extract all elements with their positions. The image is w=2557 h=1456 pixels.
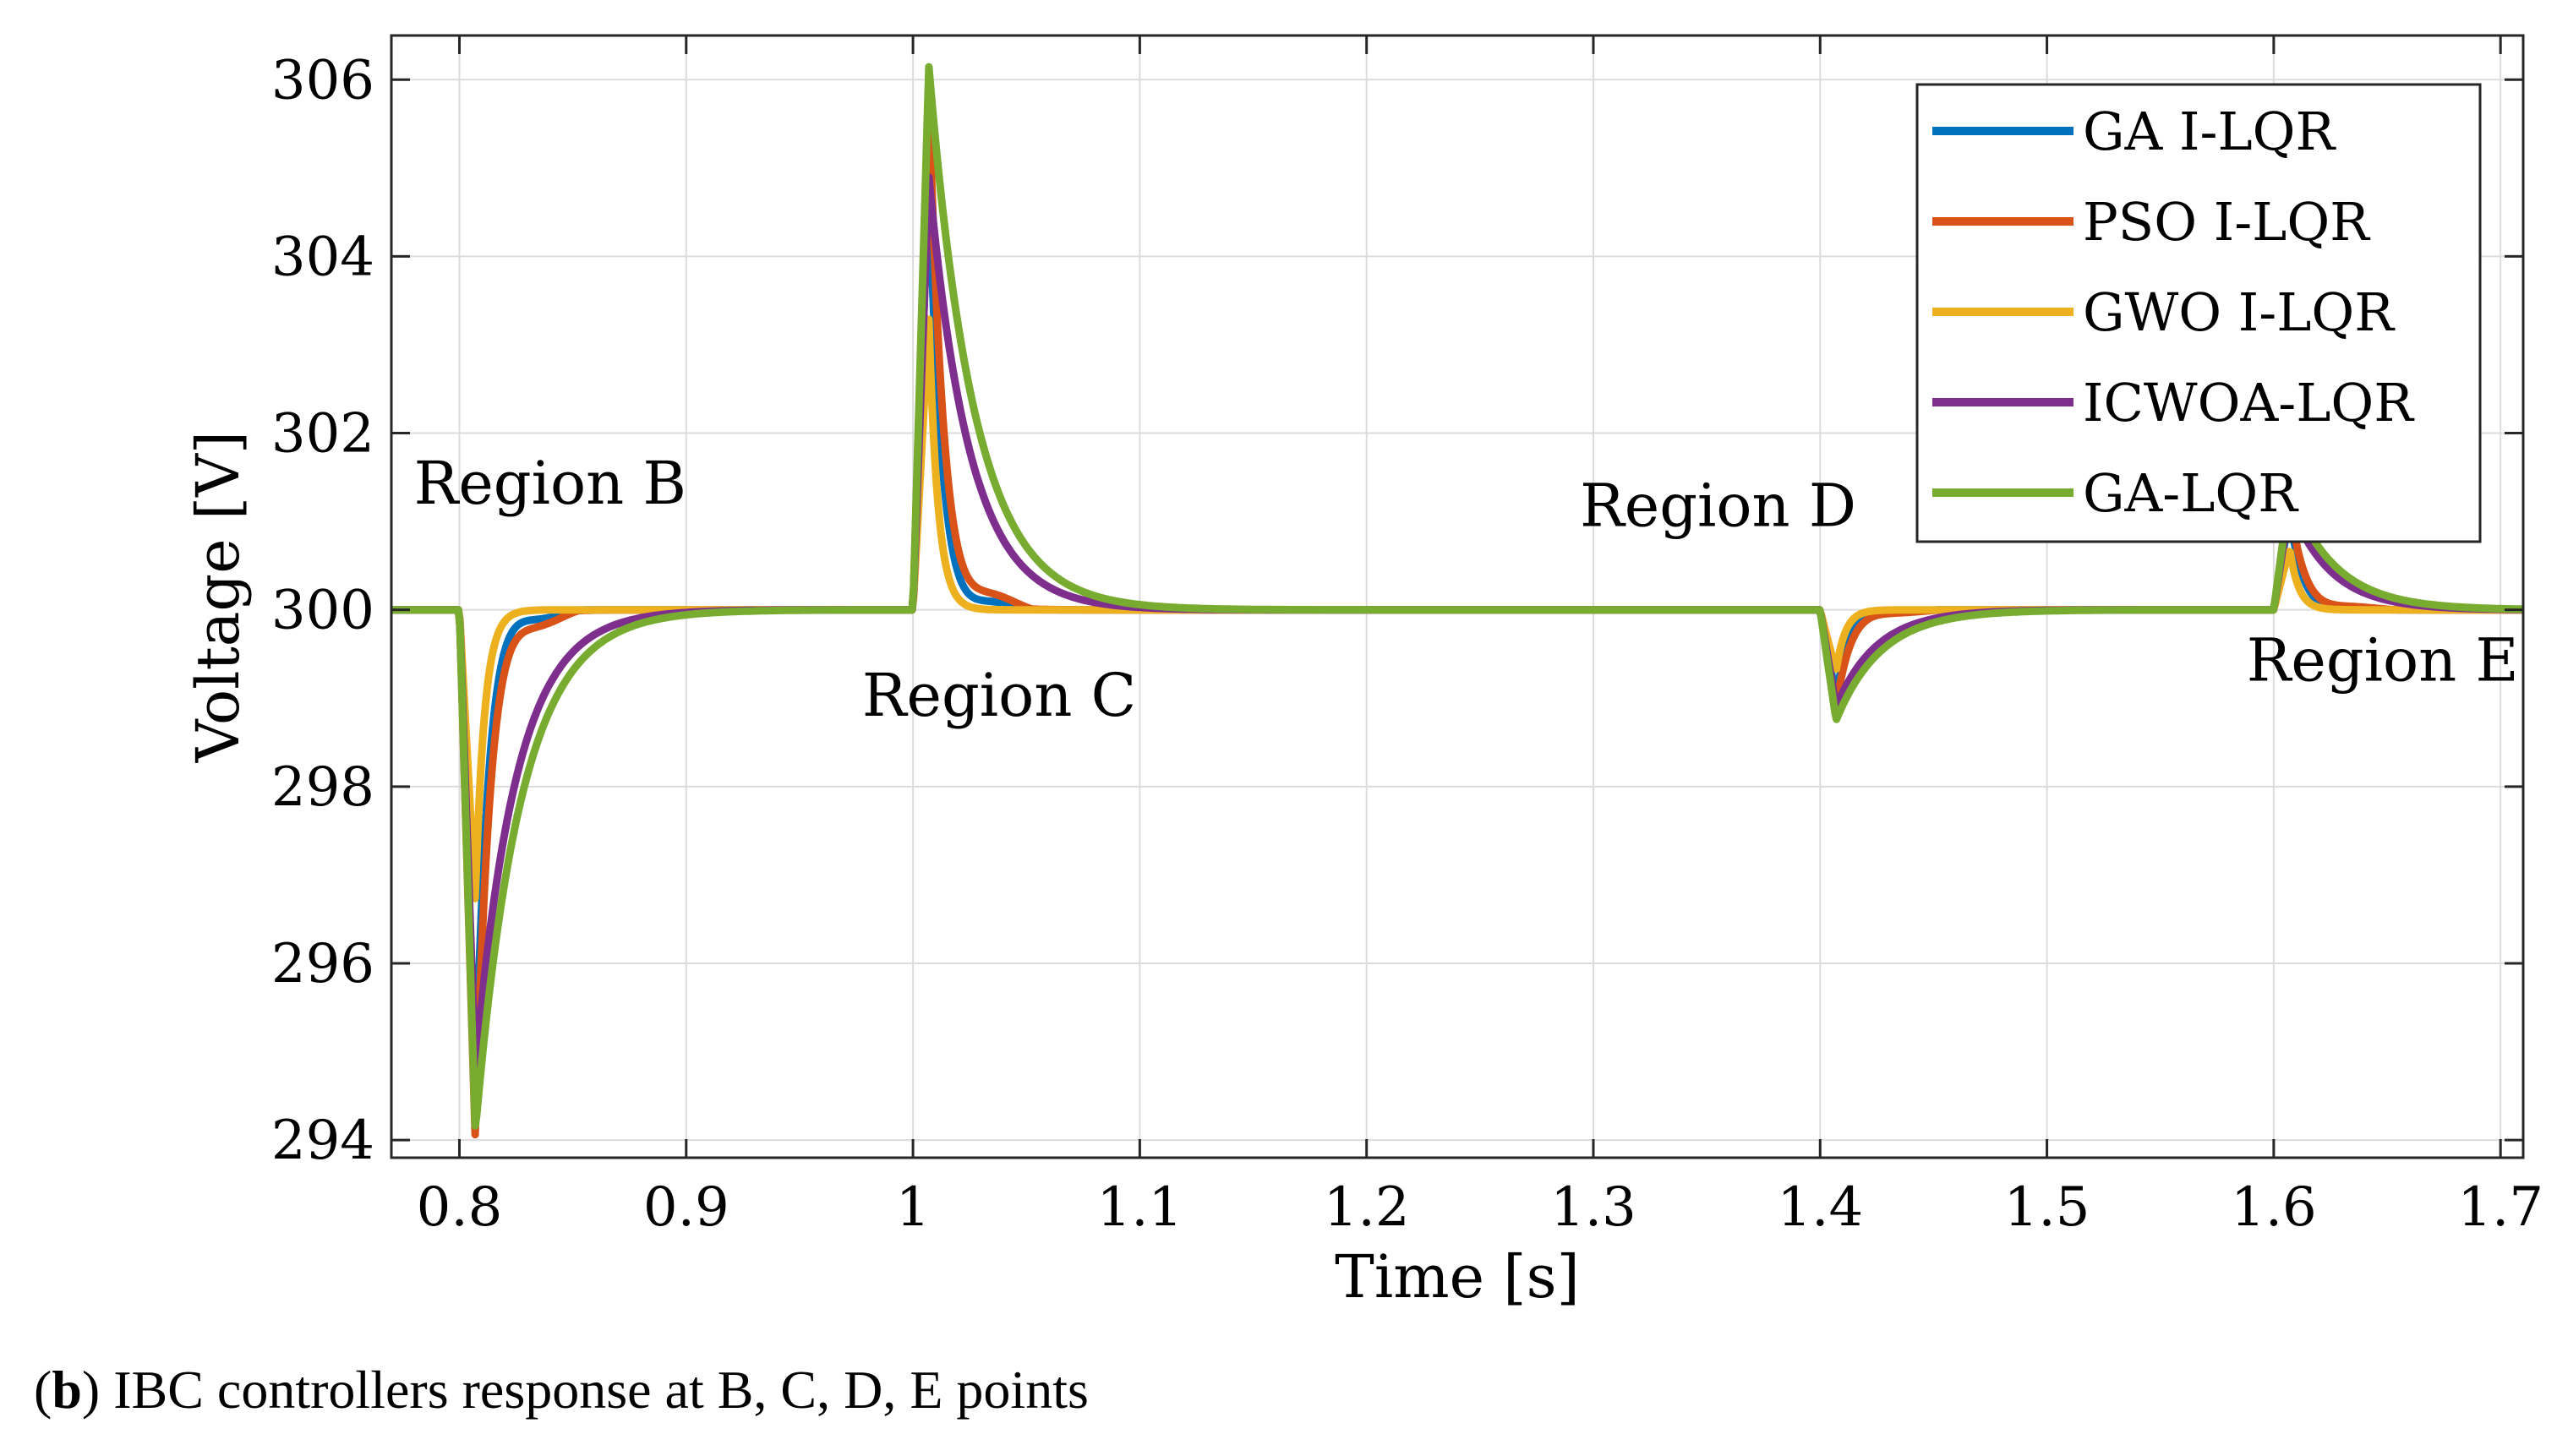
y-tick-label: 294 — [271, 1110, 374, 1172]
y-axis-label: Voltage [V] — [183, 431, 253, 763]
legend-label: PSO I-LQR — [2083, 191, 2371, 253]
caption-text: IBC controllers response at B, C, D, E p… — [100, 1360, 1089, 1420]
axis-ticks: 0.8 0.9 1 1.1 1.2 1.3 1.4 1.5 1.6 1.7 294 296 298 300… — [271, 35, 2543, 1239]
y-tick-label: 304 — [271, 226, 374, 288]
region-label: Region C — [862, 661, 1136, 730]
legend: GA I-LQR PSO I-LQR GWO I-LQR ICWOA-LQR GA-LQ… — [1915, 83, 2482, 543]
x-tick-label: 1.5 — [2004, 1176, 2090, 1239]
x-tick-label: 0.8 — [417, 1176, 503, 1239]
series-lines — [389, 63, 2526, 1139]
y-tick-label: 302 — [271, 403, 374, 466]
caption-label: b — [52, 1360, 82, 1420]
y-tick-label: 296 — [271, 933, 374, 995]
legend-label: GWO I-LQR — [2083, 281, 2396, 343]
plot-frame — [390, 34, 2525, 1159]
x-tick-label: 1.7 — [2457, 1176, 2543, 1239]
annotations: Region B Region C Region D Region E — [414, 449, 2519, 730]
legend-label: GA I-LQR — [2083, 101, 2336, 162]
x-tick-label: 1.1 — [1096, 1176, 1183, 1239]
y-tick-label: 298 — [271, 756, 374, 819]
series-line-5 — [389, 63, 2526, 1130]
y-tick-label: 300 — [271, 580, 374, 642]
figure-caption: (b) IBC controllers response at B, C, D,… — [34, 1360, 1089, 1420]
x-tick-label: 1 — [896, 1176, 931, 1239]
x-tick-label: 0.9 — [643, 1176, 729, 1239]
region-label: Region B — [414, 449, 686, 518]
region-label: Region E — [2247, 625, 2519, 695]
y-tick-label: 306 — [271, 49, 374, 112]
x-tick-label: 1.6 — [2231, 1176, 2317, 1239]
x-tick-label: 1.3 — [1550, 1176, 1636, 1239]
x-tick-label: 1.2 — [1324, 1176, 1410, 1239]
x-tick-label: 1.4 — [1777, 1176, 1863, 1239]
legend-label: GA-LQR — [2083, 462, 2299, 524]
legend-label: ICWOA-LQR — [2083, 372, 2415, 434]
region-label: Region D — [1580, 471, 1856, 540]
x-axis-label: Time [s] — [1335, 1242, 1580, 1311]
